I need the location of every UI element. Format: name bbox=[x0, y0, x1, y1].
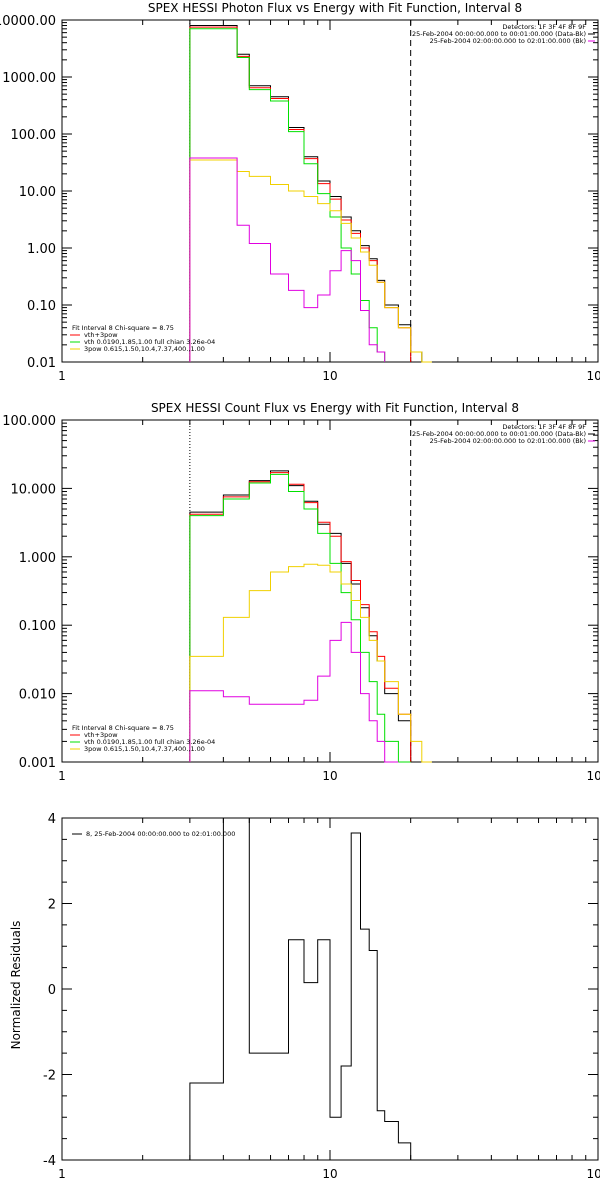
series-line bbox=[189, 473, 411, 763]
legend-title: Fit Interval 8 Chi-square = 8.75 bbox=[72, 324, 174, 332]
plot-area: 1 10 100 100.000 10.000 1.000 0.100 0.010 0.001 D… bbox=[2, 414, 600, 783]
legend-entry: vth 0.0190,1.85,1.00 full chian 3.26e-04 bbox=[84, 738, 215, 746]
series-line bbox=[189, 26, 412, 362]
time-range-label: 25-Feb-2004 00:00:00.000 to 00:01:00.000… bbox=[412, 30, 586, 38]
panel-count-flux: SPEX HESSI Count Flux vs Energy with Fit… bbox=[2, 401, 600, 783]
series-line bbox=[189, 817, 412, 1160]
series-line bbox=[189, 159, 432, 363]
series-line bbox=[189, 28, 386, 362]
y-axis-label: Normalized Residuals bbox=[9, 921, 23, 1050]
y-tick-label: -2 bbox=[43, 1069, 56, 1084]
legend-title: Fit Interval 8 Chi-square = 8.75 bbox=[72, 724, 174, 732]
y-tick-label: 1000.00 bbox=[2, 71, 56, 86]
legend-entry: vth 0.0190,1.85,1.00 full chian 3.26e-04 bbox=[84, 338, 215, 346]
y-tick-label: 10.00 bbox=[19, 185, 56, 200]
x-tick-label: 100 bbox=[587, 769, 600, 783]
legend-entry: vth+3pow bbox=[84, 731, 118, 739]
y-tick-label: 100.000 bbox=[2, 414, 56, 429]
x-tick-label: 10 bbox=[322, 369, 337, 383]
plot-area: 1 10 100 4 2 0 -2 -4 8, 25-Feb-2004 00:00:00.000… bbox=[43, 812, 600, 1181]
y-tick-label: 1.000 bbox=[19, 551, 56, 566]
time-range-label: 25-Feb-2004 02:00:00.000 to 02:01:00.000… bbox=[430, 37, 586, 45]
legend-entry: 3pow 0.615,1.50,10.4,7.37,400.,1.00 bbox=[84, 345, 205, 353]
series-line bbox=[189, 563, 432, 763]
x-tick-label: 1 bbox=[58, 369, 66, 383]
y-tick-label: 4 bbox=[48, 812, 56, 827]
y-tick-label: 10.000 bbox=[11, 482, 57, 497]
x-tick-label: 10 bbox=[322, 769, 337, 783]
panel-residuals: Normalized Residuals 1 10 100 4 2 0 -2 -4 8, 25-… bbox=[9, 812, 600, 1181]
time-range-label: 25-Feb-2004 00:00:00.000 to 00:01:00.000… bbox=[412, 430, 586, 438]
x-tick-label: 10 bbox=[322, 1167, 337, 1181]
y-tick-label: 1.00 bbox=[27, 242, 56, 257]
y-tick-label: 100.00 bbox=[11, 128, 57, 143]
panel-photon-flux: SPEX HESSI Photon Flux vs Energy with Fi… bbox=[0, 1, 600, 383]
y-tick-label: 0 bbox=[48, 983, 56, 998]
y-tick-label: 0.100 bbox=[19, 619, 56, 634]
chart-title: SPEX HESSI Count Flux vs Energy with Fit… bbox=[151, 401, 519, 415]
series-line bbox=[189, 25, 423, 362]
plot-area: 1 10 100 10000.00 1000.00 100.00 10.00 1.00 0.10… bbox=[0, 14, 600, 383]
time-range-label: Detectors: 1F 3F 4F 8F 9F bbox=[502, 423, 586, 431]
x-tick-label: 1 bbox=[58, 769, 66, 783]
x-tick-label: 100 bbox=[587, 1167, 600, 1181]
x-tick-label: 1 bbox=[58, 1167, 66, 1181]
series-line bbox=[189, 157, 386, 362]
chart-title: SPEX HESSI Photon Flux vs Energy with Fi… bbox=[148, 1, 522, 15]
y-tick-label: 0.001 bbox=[19, 756, 56, 771]
legend-entry: vth+3pow bbox=[84, 331, 118, 339]
y-tick-label: 2 bbox=[48, 898, 56, 913]
y-tick-label: 0.10 bbox=[27, 299, 56, 314]
series-line bbox=[189, 472, 412, 762]
y-tick-label: 10000.00 bbox=[0, 14, 56, 29]
legend-entry: 3pow 0.615,1.50,10.4,7.37,400.,1.00 bbox=[84, 745, 205, 753]
y-tick-label: 0.010 bbox=[19, 688, 56, 703]
series-line bbox=[189, 621, 399, 763]
x-tick-label: 100 bbox=[587, 369, 600, 383]
time-range-label: 25-Feb-2004 02:00:00.000 to 02:01:00.000… bbox=[430, 437, 586, 445]
y-tick-label: 0.01 bbox=[27, 356, 56, 371]
legend-entry: 8, 25-Feb-2004 00:00:00.000 to 02:01:00.… bbox=[86, 830, 235, 838]
plot-frame bbox=[61, 419, 599, 763]
time-range-label: Detectors: 1F 3F 4F 8F 9F bbox=[502, 23, 586, 31]
y-tick-label: -4 bbox=[43, 1154, 56, 1169]
